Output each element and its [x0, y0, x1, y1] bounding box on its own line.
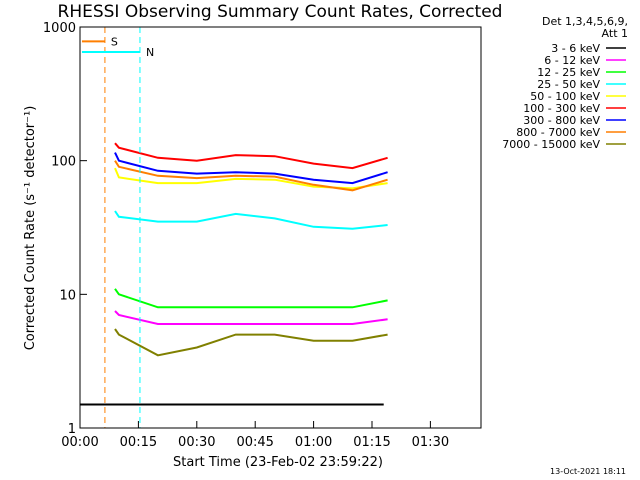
x-tick-label-2: 00:30 [178, 435, 215, 450]
x-tick-label-0: 00:00 [61, 435, 98, 450]
legend-label-5: 100 - 300 keV [523, 102, 600, 115]
x-tick-label-3: 00:45 [236, 435, 273, 450]
legend-label-2: 12 - 25 keV [537, 66, 600, 79]
footer-date: 13-Oct-2021 18:11 [550, 467, 626, 476]
x-tick-label-4: 01:00 [295, 435, 332, 450]
series-line-6 [114, 152, 388, 185]
x-tick-label-1: 00:15 [120, 435, 157, 450]
legend-header-1: Det 1,3,4,5,6,9, [542, 15, 628, 28]
legend-label-8: 7000 - 15000 keV [502, 138, 600, 151]
legend-label-1: 6 - 12 keV [544, 54, 600, 67]
series-line-2 [114, 288, 388, 309]
series-line-3 [114, 210, 388, 230]
x-tick-label-6: 01:30 [412, 435, 449, 450]
legend-label-4: 50 - 100 keV [530, 90, 600, 103]
y-tick-label-2: 100 [51, 155, 76, 170]
series-lines [80, 142, 388, 406]
legend-label-6: 300 - 800 keV [523, 114, 600, 127]
series-line-8 [114, 328, 388, 357]
legend-label-0: 3 - 6 keV [551, 42, 600, 55]
legend-label-3: 25 - 50 keV [537, 78, 600, 91]
series-line-1 [114, 310, 388, 325]
x-tick-label-5: 01:15 [353, 435, 390, 450]
series-line-5 [114, 142, 388, 170]
y-tick-label-1: 10 [59, 288, 76, 303]
plot-frame [79, 26, 482, 429]
legend-label-7: 800 - 7000 keV [516, 126, 600, 139]
axis-ticks: 00:00 00:15 00:30 00:45 01:00 01:15 01:30 1 10 10… [43, 21, 449, 450]
y-tick-label-3: 1000 [43, 21, 76, 36]
legend-header-2: Att 1 [602, 27, 628, 40]
x-axis-label: Start Time (23-Feb-02 23:59:22) [173, 455, 383, 470]
flag-label-0: S [111, 35, 118, 48]
flag-bars: SN [81, 27, 154, 428]
flag-label-1: N [146, 46, 154, 59]
chart-title: RHESSI Observing Summary Count Rates, Co… [58, 2, 503, 22]
y-tick-label-0: 1 [68, 422, 76, 437]
y-axis-label: Corrected Count Rate (s⁻¹ detector⁻¹) [23, 106, 38, 351]
series-line-7 [114, 160, 388, 192]
